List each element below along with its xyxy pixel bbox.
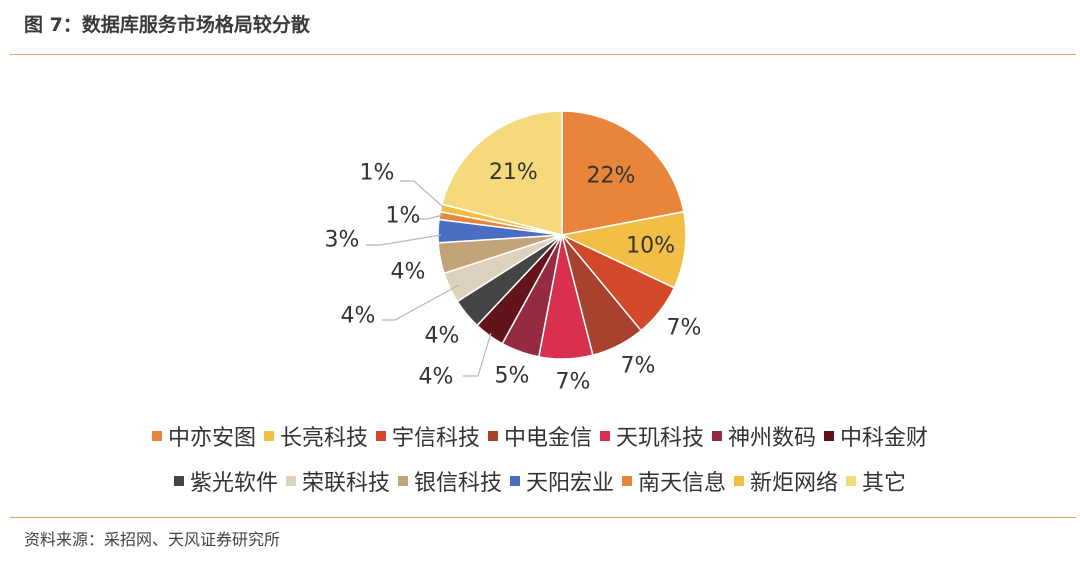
leader-line-13 — [400, 180, 444, 208]
legend-swatch — [712, 431, 723, 441]
figure-title: 图 7：数据库服务市场格局较分散 — [24, 14, 310, 36]
legend-item-2: 长亮科技 — [263, 420, 368, 452]
pie-chart: 22% 10% 7% 7% 7% 5% 4% 4% 4% 4% 3% 1% 1% 21% — [325, 110, 702, 395]
slice-label-11: 3% — [325, 228, 360, 253]
legend-item-11: 天阳宏业 — [509, 465, 614, 497]
slice-label-4: 7% — [621, 354, 656, 379]
legend-label: 新炬网络 — [750, 471, 839, 496]
slice-label-14: 21% — [489, 160, 538, 185]
legend-swatch — [734, 476, 745, 486]
slice-label-5: 7% — [556, 370, 591, 395]
leader-line-9 — [382, 284, 460, 321]
legend-label: 紫光软件 — [189, 471, 278, 496]
pie-slice-1 — [561, 110, 685, 236]
source-note: 资料来源：采招网、天风证券研究所 — [24, 530, 281, 549]
legend-swatch — [622, 476, 632, 486]
title-divider — [10, 54, 1076, 55]
legend-item-9: 荣联科技 — [285, 465, 390, 497]
slice-label-7: 4% — [425, 324, 460, 349]
legend-swatch — [509, 476, 520, 486]
slice-label-13: 1% — [360, 161, 395, 186]
legend-row-2: 紫光软件 荣联科技 银信科技 天阳宏业 南天信息 新炬网络 其它 — [0, 465, 1080, 497]
legend-swatch — [263, 431, 274, 441]
slice-label-10: 4% — [391, 260, 426, 285]
legend-swatch — [600, 431, 610, 441]
legend-swatch — [285, 476, 296, 486]
legend-swatch — [824, 431, 835, 441]
legend-item-6: 神州数码 — [712, 420, 816, 452]
slice-label-2: 10% — [626, 234, 675, 259]
legend-item-12: 南天信息 — [622, 465, 726, 497]
slice-label-12: 1% — [386, 204, 421, 229]
leader-line-8 — [463, 332, 492, 377]
leader-line-12 — [417, 214, 444, 220]
legend-item-3: 宇信科技 — [375, 420, 480, 452]
legend-item-7: 中科金财 — [824, 420, 928, 452]
legend-label: 中电金信 — [503, 426, 592, 451]
slice-label-6: 5% — [495, 364, 530, 389]
legend-item-8: 紫光软件 — [173, 465, 278, 497]
legend-item-10: 银信科技 — [397, 465, 502, 497]
source-divider — [10, 517, 1076, 518]
slice-label-8: 4% — [419, 365, 454, 390]
leader-line-11 — [366, 234, 442, 246]
legend-label: 中科金财 — [840, 426, 929, 451]
legend-swatch — [487, 431, 498, 441]
legend-label: 其它 — [862, 471, 907, 496]
legend-item-5: 天玑科技 — [600, 420, 704, 452]
slice-label-3: 7% — [667, 316, 702, 341]
pie-slice-2 — [559, 210, 687, 289]
legend-label: 长亮科技 — [279, 426, 368, 451]
legend-label: 天玑科技 — [616, 426, 705, 451]
legend-item-4: 中电金信 — [487, 420, 592, 452]
pie-slice-14 — [440, 110, 563, 236]
slice-label-1: 22% — [587, 163, 636, 188]
legend-swatch — [375, 431, 386, 441]
legend-item-13: 新炬网络 — [734, 465, 838, 497]
legend-label: 中亦安图 — [167, 426, 256, 451]
legend-row-1: 中亦安图 长亮科技 宇信科技 中电金信 天玑科技 神州数码 中科金财 — [0, 420, 1080, 452]
legend-swatch — [151, 431, 162, 441]
legend-swatch — [846, 476, 857, 486]
legend-item-14: 其它 — [846, 465, 906, 497]
legend-label: 南天信息 — [638, 471, 727, 496]
legend-swatch — [397, 476, 408, 486]
legend-item-1: 中亦安图 — [151, 420, 256, 452]
legend-label: 荣联科技 — [301, 471, 390, 496]
legend-label: 银信科技 — [413, 471, 502, 496]
slice-label-9: 4% — [341, 304, 376, 329]
legend-swatch — [173, 476, 184, 486]
legend-label: 宇信科技 — [391, 426, 480, 451]
legend-label: 神州数码 — [728, 426, 817, 451]
legend-label: 天阳宏业 — [525, 471, 614, 496]
